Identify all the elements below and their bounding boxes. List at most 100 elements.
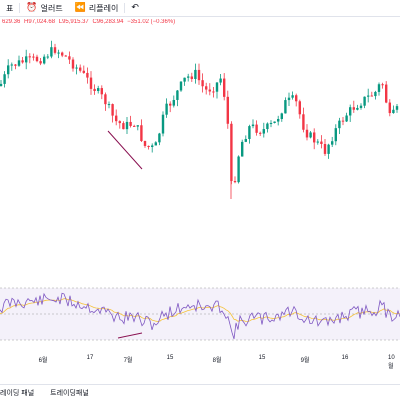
alert-label: 얼러트: [40, 3, 63, 13]
candle-body: [104, 94, 107, 105]
time-axis-label: 16: [341, 355, 349, 361]
candle-body: [208, 89, 211, 92]
candle-body: [21, 60, 24, 63]
candle-body: [223, 78, 226, 97]
candle-body: [190, 76, 193, 79]
candle-body: [46, 56, 49, 58]
candle-body: [154, 142, 157, 146]
candle-body: [147, 145, 150, 147]
candle-body: [345, 115, 348, 122]
candle-body: [50, 47, 53, 57]
candle-body: [205, 86, 208, 90]
candle-body: [10, 64, 13, 66]
indicators-menu[interactable]: 표: [0, 0, 19, 16]
candle-body: [183, 77, 186, 82]
candle-body: [331, 141, 334, 145]
bottom-tab[interactable]: 레이딩 패널: [0, 389, 35, 397]
candle-body: [269, 122, 273, 124]
candle-body: [374, 91, 377, 97]
candle-body: [302, 114, 305, 130]
candle-body: [151, 145, 154, 147]
time-axis-label: 7월: [123, 358, 133, 364]
replay-button[interactable]: ⏪ 리플레이: [69, 0, 125, 16]
candle-body: [115, 115, 118, 122]
candle-body: [197, 69, 201, 81]
candle-body: [219, 78, 222, 83]
chart-toolbar: 표 ⏰ 얼러트 ⏪ 리플레이 ↶: [0, 0, 400, 17]
candle-body: [395, 106, 399, 110]
candle-body: [352, 107, 355, 110]
rsi-ma-line: [0, 298, 400, 323]
candle-body: [298, 101, 301, 115]
candle-body: [215, 82, 219, 92]
candle-body: [133, 125, 136, 127]
candle-body: [172, 99, 175, 106]
candle-body: [212, 91, 215, 93]
candle-body: [338, 120, 341, 129]
rsi-line: [0, 292, 400, 340]
candlestick-svg: [0, 40, 399, 199]
candle-body: [266, 123, 269, 130]
candle-body: [107, 104, 111, 106]
ohlc-close: C96,283.94: [92, 19, 124, 25]
candle-body: [237, 156, 240, 183]
time-axis[interactable]: 6월 17 7월 15 8월 15 9월 16 10월: [0, 355, 400, 370]
bottom-panel-tabs: 레이딩 패널 트레이딩패널: [0, 384, 400, 400]
ohlc-open: 629.36: [2, 19, 21, 25]
candle-body: [341, 120, 345, 122]
candle-body: [43, 56, 46, 64]
candle-body: [255, 124, 258, 133]
candle-body: [334, 128, 337, 142]
candle-body: [194, 69, 197, 79]
indicators-label: 표: [6, 3, 14, 13]
candle-body: [165, 103, 168, 115]
candle-body: [226, 96, 229, 124]
candle-body: [262, 129, 265, 134]
candle-body: [251, 124, 255, 127]
price-chart[interactable]: [0, 31, 400, 281]
rsi-pane[interactable]: [0, 286, 400, 342]
candle-body: [129, 121, 132, 126]
time-axis-label: 17: [86, 355, 94, 361]
candle-body: [244, 138, 247, 142]
candle-body: [3, 74, 6, 84]
candle-body: [392, 109, 395, 114]
candle-body: [349, 107, 352, 116]
candle-body: [125, 121, 129, 130]
candle-body: [53, 47, 57, 53]
time-axis-label: 9월: [300, 358, 310, 364]
undo-button[interactable]: ↶: [125, 0, 145, 16]
ohlc-change: −351.02 (−0.36%): [127, 19, 176, 25]
candle-body: [320, 141, 323, 144]
candle-body: [273, 121, 276, 123]
replay-label: 리플레이: [88, 3, 119, 13]
candle-body: [28, 56, 31, 58]
alert-button[interactable]: ⏰ 얼러트: [20, 0, 68, 16]
candle-body: [359, 105, 363, 108]
candle-body: [118, 121, 121, 124]
candle-body: [280, 113, 283, 120]
candle-body: [143, 141, 147, 146]
candle-body: [17, 60, 21, 66]
candle-body: [309, 132, 312, 138]
candle-body: [277, 119, 280, 122]
candle-body: [89, 77, 93, 89]
candle-body: [327, 144, 330, 154]
candle-body: [7, 65, 10, 75]
candle-body: [122, 123, 125, 130]
rsi-divergence-line: [117, 332, 143, 339]
candle-body: [35, 56, 39, 62]
candle-body: [64, 55, 67, 57]
candle-body: [291, 95, 294, 98]
candle-body: [313, 132, 316, 143]
candle-body: [356, 107, 359, 110]
ohlc-low: L95,915.37: [58, 19, 89, 25]
bottom-tab[interactable]: 트레이딩패널: [50, 389, 89, 397]
time-axis-label: 15: [258, 355, 266, 361]
candle-body: [158, 133, 161, 143]
candle-body: [0, 83, 3, 86]
undo-icon: ↶: [131, 3, 139, 13]
candle-body: [161, 114, 165, 134]
alarm-clock-icon: ⏰: [26, 3, 38, 13]
candle-body: [176, 90, 179, 100]
